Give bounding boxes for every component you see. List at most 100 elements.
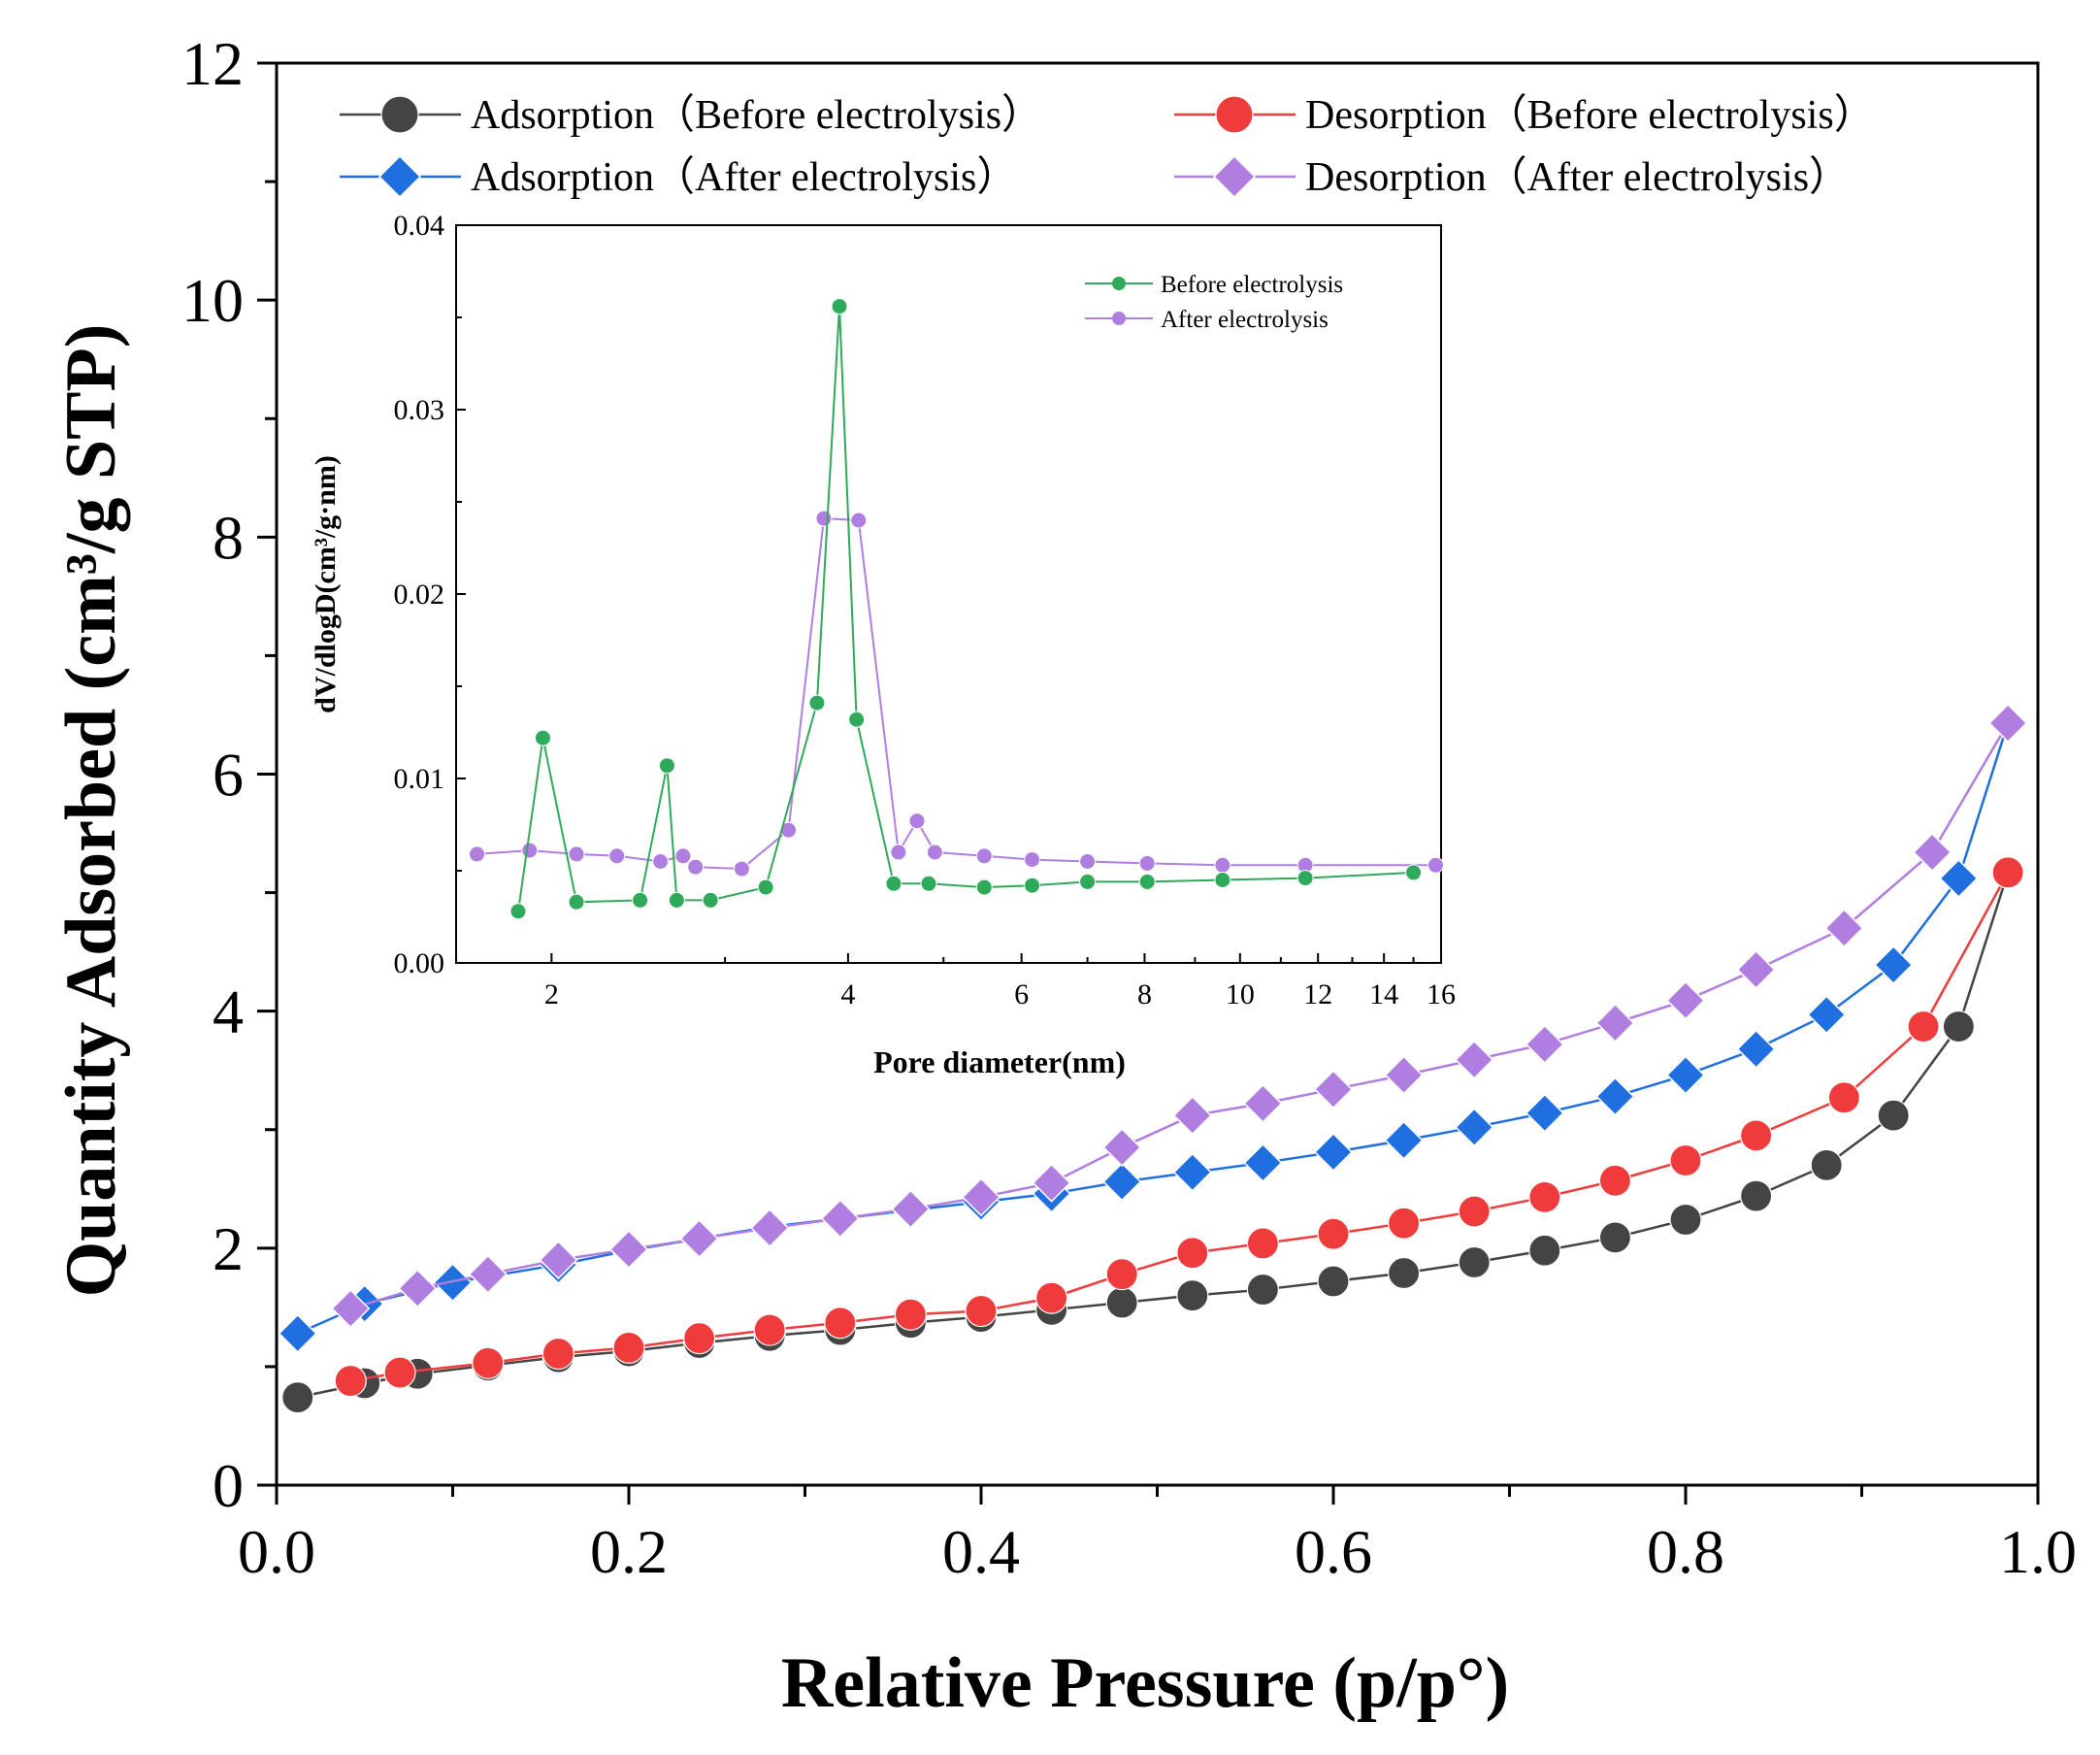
data-point-desorption-before bbox=[824, 1307, 857, 1340]
inset-x-tick-label: 8 bbox=[1137, 978, 1152, 1010]
data-point-adsorption-before bbox=[1669, 1203, 1702, 1237]
inset-legend-label: Before electrolysis bbox=[1161, 272, 1343, 298]
data-point-inset-before bbox=[808, 694, 826, 712]
data-point-inset-after bbox=[608, 847, 626, 865]
series-line-adsorption-after bbox=[297, 722, 2010, 1335]
data-point-inset-after bbox=[815, 510, 833, 527]
data-point-inset-after bbox=[908, 812, 926, 830]
main-x-tick-label: 0.8 bbox=[1647, 1517, 1724, 1586]
data-point-desorption-before bbox=[894, 1298, 928, 1331]
legend-marker bbox=[1215, 95, 1254, 134]
inset-axes: 2 4 6 8 10 12 14 16 0.00 0.01 0.02 0.03 0.04 bbox=[394, 210, 1457, 1010]
data-point-desorption-after bbox=[1243, 1083, 1283, 1123]
data-point-desorption-after bbox=[539, 1240, 578, 1280]
data-point-adsorption-after bbox=[1525, 1093, 1564, 1133]
legend-marker bbox=[377, 154, 422, 199]
main-y-tick-label: 4 bbox=[213, 977, 244, 1046]
data-point-desorption-after bbox=[608, 1229, 649, 1270]
inset-y-axis-title: dV/dlogD(cm³/g·nm) bbox=[310, 455, 342, 713]
data-point-inset-before bbox=[1024, 877, 1041, 894]
inset-x-tick-label: 16 bbox=[1427, 978, 1456, 1010]
data-point-inset-after bbox=[568, 845, 585, 863]
data-point-desorption-after bbox=[1172, 1096, 1212, 1136]
legend-label: Adsorption（After electrolysis） bbox=[471, 155, 1017, 200]
legend-marker bbox=[1212, 154, 1257, 199]
data-point-desorption-before bbox=[1034, 1281, 1068, 1314]
data-point-desorption-after bbox=[750, 1209, 790, 1248]
series-inset-after bbox=[469, 510, 1444, 878]
series-desorption-before bbox=[334, 856, 2024, 1398]
inset-y-tick-label: 0.01 bbox=[394, 763, 445, 795]
data-point-desorption-before bbox=[1669, 1143, 1702, 1177]
data-point-inset-before bbox=[534, 729, 551, 746]
data-point-desorption-after bbox=[1913, 833, 1952, 873]
data-point-desorption-after bbox=[679, 1219, 719, 1259]
data-point-inset-before bbox=[632, 891, 649, 909]
data-point-adsorption-after bbox=[1736, 1029, 1776, 1069]
main-x-tick-label: 0.4 bbox=[942, 1517, 1020, 1586]
data-point-desorption-before bbox=[753, 1313, 786, 1346]
series-line-desorption-after bbox=[349, 722, 2010, 1310]
data-point-desorption-after bbox=[1736, 949, 1776, 989]
series-line-inset-before bbox=[517, 306, 1414, 911]
data-point-inset-after bbox=[733, 860, 750, 878]
main-x-tick-label: 0.0 bbox=[238, 1517, 315, 1586]
data-point-inset-after bbox=[1427, 856, 1444, 874]
data-point-adsorption-before bbox=[1810, 1148, 1843, 1181]
data-point-inset-after bbox=[850, 512, 868, 529]
data-point-desorption-before bbox=[682, 1322, 716, 1355]
data-point-desorption-after bbox=[1313, 1070, 1354, 1109]
series-adsorption-after bbox=[278, 703, 2028, 1353]
data-point-desorption-after bbox=[468, 1254, 508, 1294]
legend-entry-desorption-before: Desorption（Before electrolysis） bbox=[1174, 93, 1875, 138]
main-series bbox=[278, 703, 2028, 1414]
data-point-adsorption-before bbox=[1598, 1221, 1632, 1254]
series-line-inset-after bbox=[476, 517, 1436, 871]
data-point-inset-before bbox=[568, 893, 585, 911]
data-point-adsorption-before bbox=[281, 1381, 314, 1414]
data-point-desorption-before bbox=[612, 1331, 645, 1364]
data-point-adsorption-before bbox=[1877, 1099, 1910, 1132]
data-point-adsorption-before bbox=[1739, 1179, 1773, 1212]
data-point-inset-after bbox=[926, 844, 943, 861]
main-x-axis-title: Relative Pressure (p/p°) bbox=[781, 1643, 1509, 1723]
data-point-desorption-before bbox=[965, 1294, 998, 1328]
data-point-inset-after bbox=[674, 847, 692, 865]
data-point-inset-after bbox=[1138, 854, 1156, 872]
inset-x-tick-label: 6 bbox=[1014, 978, 1029, 1010]
data-point-adsorption-before bbox=[1105, 1286, 1138, 1319]
data-point-desorption-before bbox=[1246, 1227, 1280, 1260]
legend-entry-adsorption-after: Adsorption（After electrolysis） bbox=[340, 154, 1017, 200]
inset-y-tick-label: 0.03 bbox=[394, 394, 445, 426]
data-point-inset-after bbox=[652, 853, 670, 870]
data-point-inset-before bbox=[1405, 864, 1423, 881]
inset-x-tick-label: 10 bbox=[1226, 978, 1255, 1010]
data-point-desorption-after bbox=[891, 1189, 931, 1229]
inset-series bbox=[469, 298, 1444, 920]
inset-x-axis-title: Pore diameter(nm) bbox=[873, 1044, 1126, 1079]
inset-legend: Before electrolysis After electrolysis bbox=[1085, 272, 1343, 333]
inset-plot-frame bbox=[455, 224, 1442, 964]
inset-legend-entry-inset-after: After electrolysis bbox=[1085, 307, 1329, 333]
data-point-inset-after bbox=[521, 842, 539, 859]
series-inset-before bbox=[509, 298, 1423, 920]
data-point-desorption-before bbox=[1176, 1237, 1209, 1270]
data-point-inset-after bbox=[975, 847, 993, 865]
data-point-desorption-before bbox=[1528, 1180, 1561, 1213]
data-point-inset-before bbox=[1296, 870, 1314, 887]
data-point-desorption-after bbox=[961, 1177, 1001, 1217]
data-point-adsorption-before bbox=[1458, 1245, 1491, 1279]
data-point-inset-after bbox=[469, 845, 486, 863]
data-point-desorption-after bbox=[1102, 1128, 1142, 1168]
data-point-inset-before bbox=[848, 711, 866, 728]
data-point-desorption-before bbox=[1458, 1195, 1491, 1228]
data-point-desorption-before bbox=[334, 1364, 367, 1398]
data-point-inset-after bbox=[1024, 851, 1041, 869]
data-point-desorption-after bbox=[1525, 1024, 1564, 1064]
data-point-inset-before bbox=[658, 757, 675, 775]
data-point-adsorption-after bbox=[1939, 858, 1979, 898]
legend-entry-desorption-after: Desorption（After electrolysis） bbox=[1174, 154, 1850, 200]
data-point-adsorption-after bbox=[1595, 1076, 1635, 1116]
data-point-desorption-after bbox=[1824, 909, 1864, 948]
